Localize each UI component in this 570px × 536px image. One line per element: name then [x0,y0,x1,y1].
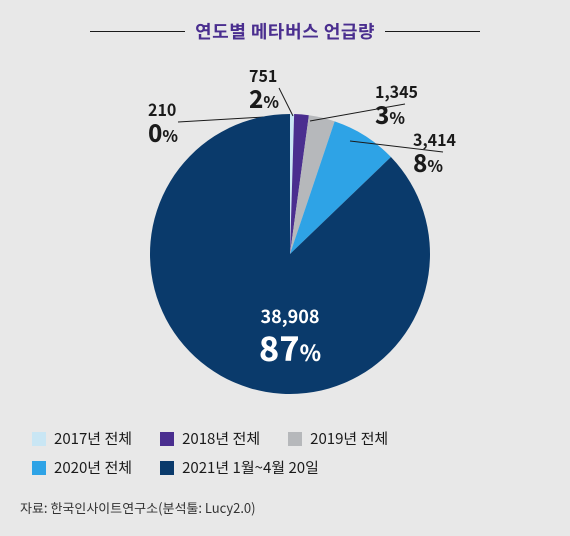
title-rule-left [90,31,185,32]
legend-label: 2020년 전체 [54,457,132,478]
slice-pct: 0% [148,118,178,146]
legend-item: 2017년 전체 [32,428,132,449]
legend-label: 2019년 전체 [310,428,388,449]
slice-pct: 3% [375,100,418,128]
legend-label: 2018년 전체 [182,428,260,449]
legend-row: 2017년 전체 2018년 전체 2019년 전체 [32,428,538,449]
chart-title: 연도별 메타버스 언급량 [195,18,375,44]
legend-label: 2021년 1월~4월 20일 [182,457,319,478]
title-rule-right [385,31,480,32]
slice-pct: 87% [230,327,350,366]
pie-chart: 2100% 7512% 1,3453%3,4148% 38,90887% [0,44,570,422]
slice-pct: 8% [413,148,456,176]
slice-label-y2018: 7512% [249,66,279,112]
slice-label-y2021: 38,90887% [230,306,350,366]
legend-swatch [32,432,46,446]
legend-item: 2020년 전체 [32,457,132,478]
slice-label-y2019: 1,3453% [375,82,418,128]
chart-title-row: 연도별 메타버스 언급량 [0,0,570,44]
legend-swatch [160,432,174,446]
slice-label-y2020: 3,4148% [413,130,456,176]
legend-item: 2019년 전체 [288,428,388,449]
source-text: 자료: 한국인사이트연구소(분석툴: Lucy2.0) [0,490,570,517]
leader-line-y2018 [279,88,293,116]
slice-label-y2017: 2100% [148,100,178,146]
legend-label: 2017년 전체 [54,428,132,449]
legend-swatch [288,432,302,446]
legend-item: 2018년 전체 [160,428,260,449]
legend-item: 2021년 1월~4월 20일 [160,457,319,478]
legend-swatch [160,461,174,475]
slice-pct: 2% [249,84,279,112]
legend-swatch [32,461,46,475]
legend-row: 2020년 전체 2021년 1월~4월 20일 [32,457,538,478]
legend: 2017년 전체 2018년 전체 2019년 전체 2020년 전체 2021년 1월… [0,422,570,490]
